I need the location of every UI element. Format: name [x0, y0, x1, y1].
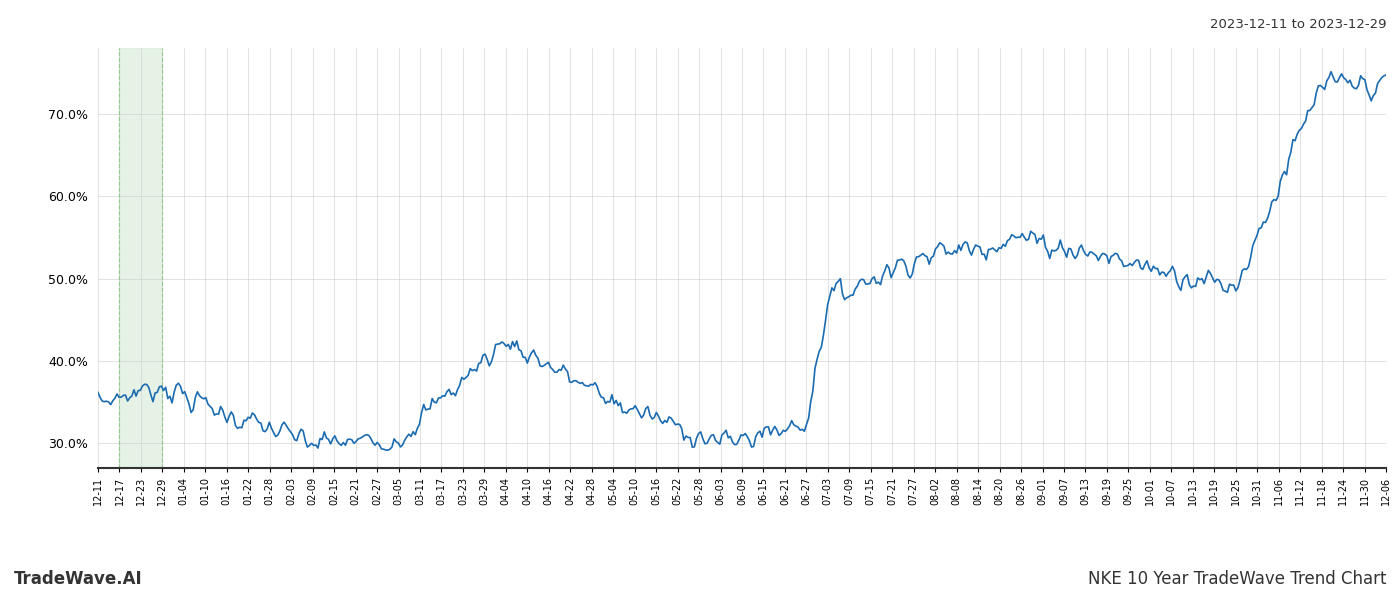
Text: NKE 10 Year TradeWave Trend Chart: NKE 10 Year TradeWave Trend Chart	[1088, 570, 1386, 588]
Text: 2023-12-11 to 2023-12-29: 2023-12-11 to 2023-12-29	[1210, 18, 1386, 31]
Bar	[119, 48, 162, 468]
Text: TradeWave.AI: TradeWave.AI	[14, 570, 143, 588]
